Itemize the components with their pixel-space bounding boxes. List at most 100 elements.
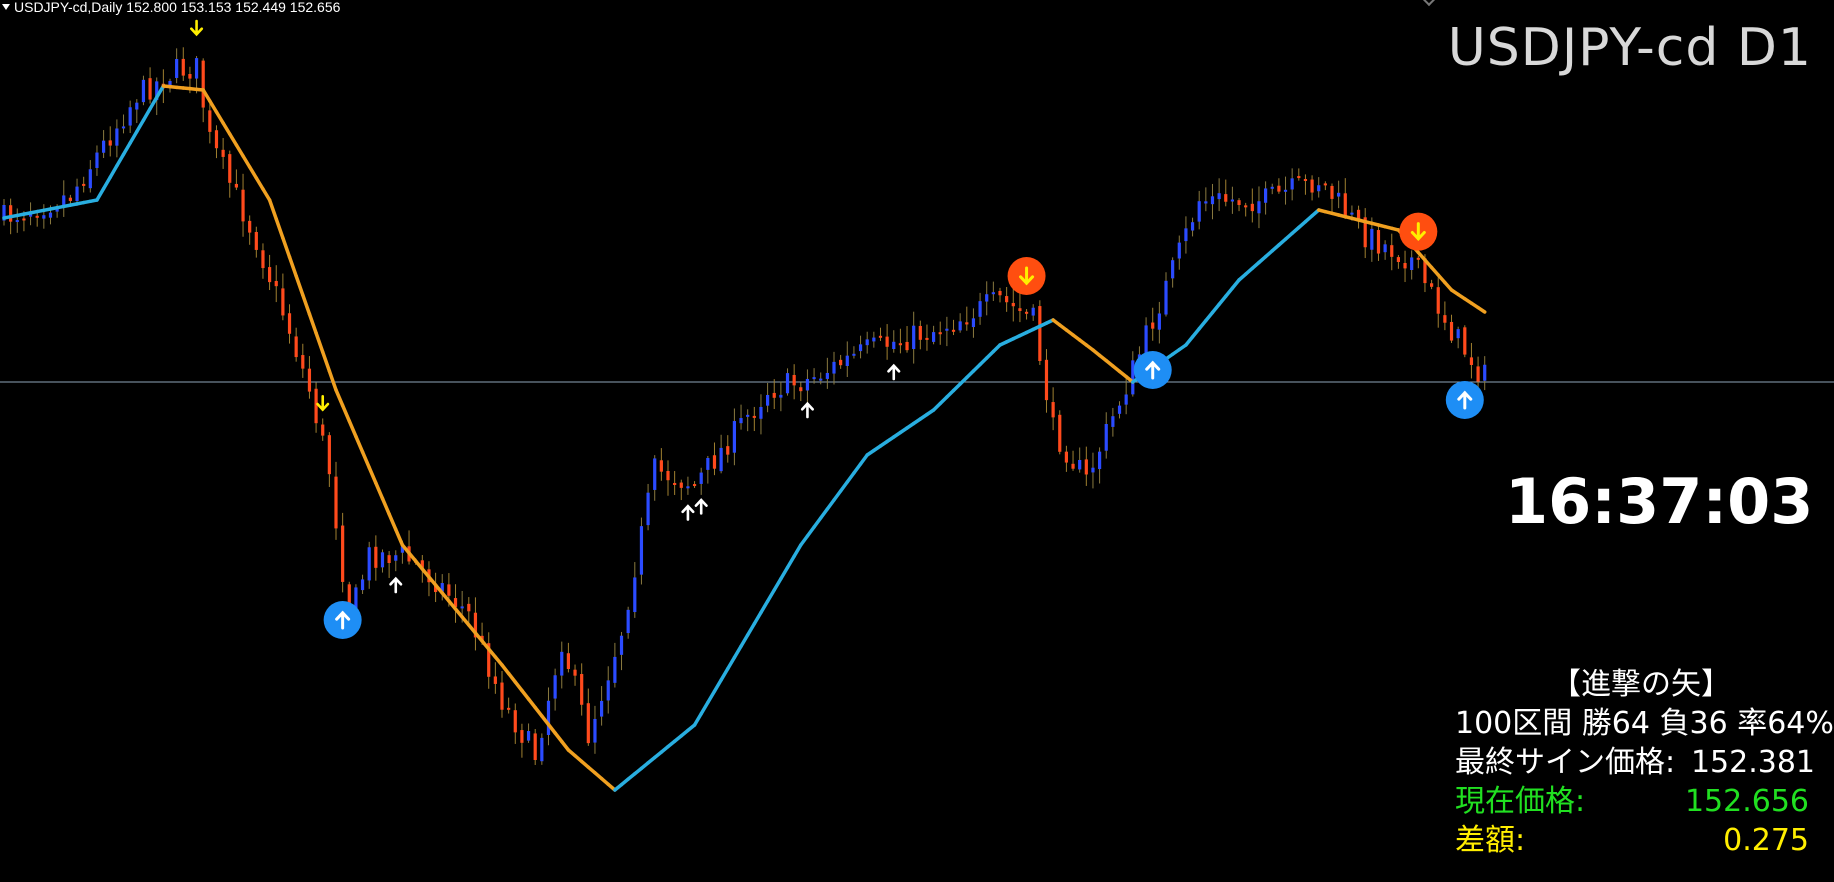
candle-body <box>646 492 650 526</box>
candle-body <box>148 78 152 100</box>
ma-segment <box>380 496 391 516</box>
candle-body <box>1270 186 1274 189</box>
candle-body <box>1337 192 1341 197</box>
candle-body <box>566 653 570 670</box>
candle-body <box>1297 176 1301 179</box>
candle-body <box>301 355 305 369</box>
ma-segment <box>712 678 723 693</box>
ma-segment <box>374 481 385 501</box>
candle-body <box>447 584 451 596</box>
candle-body <box>666 470 670 481</box>
candle-body <box>746 414 750 417</box>
candle-body <box>434 584 438 593</box>
candle-body <box>1376 230 1381 254</box>
candle-body <box>945 328 949 331</box>
ma-segment <box>261 187 272 202</box>
candle-body <box>1064 451 1068 463</box>
candle-body <box>1131 360 1135 395</box>
candle-body <box>533 733 537 761</box>
candle-body <box>1436 287 1440 314</box>
small-sell-signal-icon <box>316 395 330 412</box>
candle-body <box>453 598 458 607</box>
candle-body <box>1410 257 1414 271</box>
candle-body <box>1124 394 1128 405</box>
candle-body <box>1071 463 1075 469</box>
candle-body <box>208 110 212 132</box>
moving-average-line <box>2 84 1487 792</box>
candle-body <box>400 546 404 553</box>
ma-segment <box>360 450 371 470</box>
ma-segment <box>234 143 245 158</box>
ma-segment <box>792 543 803 558</box>
candle-body <box>108 140 112 146</box>
candle-body <box>732 421 736 453</box>
ma-segment <box>95 186 106 202</box>
ma-segment <box>692 712 703 727</box>
candle-body <box>779 394 783 398</box>
candle-body <box>1456 329 1460 339</box>
small-buy-signal-icon <box>389 576 403 594</box>
candle-body <box>321 424 325 436</box>
candle-body <box>573 669 577 676</box>
candle-body <box>440 583 444 592</box>
candle-body <box>1237 200 1241 205</box>
candle-body <box>1350 212 1354 215</box>
candle-body <box>719 447 723 472</box>
candle-body <box>1416 257 1420 260</box>
candle-body <box>1084 459 1088 475</box>
candle-body <box>181 58 185 76</box>
candle-body <box>865 339 869 346</box>
candle-body <box>785 373 790 394</box>
candle-body <box>560 651 564 676</box>
ma-segment <box>128 129 139 145</box>
candle-body <box>234 183 238 188</box>
candle-body <box>832 361 836 374</box>
candle-body <box>507 707 511 710</box>
candle-body <box>241 189 245 222</box>
ma-segment <box>135 118 146 134</box>
ma-segment <box>208 99 219 114</box>
candle-body <box>965 322 969 325</box>
ma-segment <box>201 88 212 103</box>
candle-body <box>1390 245 1394 257</box>
candle-body <box>1310 179 1314 193</box>
ma-segment <box>838 480 850 493</box>
candle-body <box>1044 359 1049 401</box>
candle-body <box>686 486 690 489</box>
ma-segment <box>745 622 757 637</box>
ma-segment <box>719 667 730 682</box>
candle-body <box>1005 296 1009 303</box>
candle-body <box>1230 199 1234 202</box>
candle-body <box>374 546 378 568</box>
ma-segment <box>825 498 836 511</box>
candle-body <box>62 195 66 208</box>
candle-body <box>135 102 139 110</box>
ma-segment <box>1476 305 1487 314</box>
candle-body <box>1323 183 1327 186</box>
candle-body <box>540 737 544 762</box>
ma-segment <box>154 84 166 100</box>
clock-display: 16:37:03 <box>1505 465 1814 538</box>
collapse-triangle-icon[interactable] <box>2 4 10 10</box>
candle-body <box>1104 424 1108 451</box>
ma-segment <box>706 689 717 705</box>
candle-body <box>600 700 604 717</box>
ma-segment <box>387 512 398 532</box>
candle-body <box>1317 185 1321 192</box>
candle-body <box>1383 244 1387 253</box>
candle-body <box>341 525 345 582</box>
candle-body <box>9 205 13 222</box>
ma-segment <box>108 164 119 179</box>
candle-body <box>978 301 982 317</box>
ma-segment <box>115 152 126 168</box>
ma-segment <box>526 697 537 710</box>
candle-body <box>1283 189 1288 192</box>
symbol-title: USDJPY-cd D1 <box>1447 18 1812 78</box>
diff-row: 差額: 0.275 <box>1455 821 1827 860</box>
candle-body <box>1184 228 1188 242</box>
big-buy-signal-icon <box>323 601 362 639</box>
ma-segment <box>241 154 252 169</box>
candle-body <box>673 482 677 485</box>
